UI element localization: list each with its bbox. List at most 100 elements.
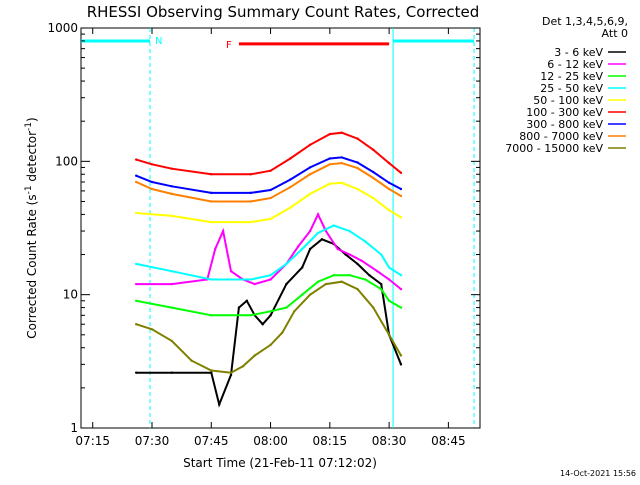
data-point-300-800-kev-3	[210, 191, 213, 195]
data-point-300-800-kev-9	[340, 156, 343, 159]
data-point-100-300-kev-10	[356, 137, 359, 140]
x-tick-label-08-00: 08:00	[253, 434, 288, 448]
data-point-50-100-kev-11	[387, 209, 391, 212]
x-tick-label-07-15: 07:15	[75, 434, 110, 448]
data-point-25-50-kev-5	[285, 262, 288, 266]
series-line-300-800-kev	[135, 156, 402, 194]
data-point-25-50-kev-4	[269, 273, 272, 277]
data-point-800-7000-kev-8	[328, 163, 332, 166]
data-point-800-7000-kev-1	[150, 187, 154, 191]
series-line-50-100-kev	[136, 181, 402, 224]
data-point-3-6-kev-16	[356, 262, 359, 266]
data-point-7000-15000-kev-8	[269, 343, 272, 347]
data-point-25-50-kev-1	[170, 269, 173, 273]
y-tick-label-1000: 1000	[47, 21, 78, 35]
data-point-100-300-kev-9	[340, 131, 343, 134]
data-point-300-800-kev-12	[387, 181, 391, 185]
data-point-25-50-kev-6	[300, 247, 304, 251]
data-point-800-7000-kev-0	[134, 180, 138, 184]
series-line-3-6-kev	[136, 238, 402, 408]
data-point-300-800-kev-2	[170, 185, 173, 188]
data-point-3-6-kev-2	[210, 371, 213, 374]
data-point-12-25-kev-0	[134, 299, 138, 302]
legend-label-300-800-kev: 300 - 800 keV	[526, 118, 603, 131]
data-point-100-300-kev-13	[399, 171, 403, 175]
data-point-800-7000-kev-3	[210, 200, 213, 203]
data-point-25-50-kev-13	[399, 273, 403, 277]
data-point-12-25-kev-11	[380, 287, 383, 291]
data-point-50-100-kev-8	[340, 181, 343, 185]
data-point-6-12-kev-1	[170, 282, 173, 286]
data-point-800-7000-kev-4	[249, 200, 252, 203]
data-point-6-12-kev-5	[229, 269, 233, 273]
data-point-7000-15000-kev-17	[399, 354, 403, 357]
y-tick-label-100: 100	[55, 154, 78, 168]
data-point-25-50-kev-2	[210, 278, 213, 281]
data-point-12-25-kev-3	[249, 314, 252, 317]
data-point-100-300-kev-8	[328, 132, 332, 136]
series-line-6-12-kev	[136, 212, 402, 290]
data-point-12-25-kev-13	[399, 306, 403, 309]
y-tick-label-1: 1	[70, 421, 78, 435]
series-line-100-300-kev	[135, 131, 402, 176]
data-point-300-800-kev-1	[150, 180, 154, 184]
data-point-12-25-kev-9	[348, 273, 351, 277]
data-point-7000-15000-kev-14	[356, 287, 359, 291]
data-point-300-800-kev-0	[134, 174, 138, 177]
data-point-25-50-kev-9	[348, 229, 351, 233]
data-point-800-7000-kev-11	[372, 176, 375, 180]
flare-label: F	[226, 40, 232, 51]
data-point-3-6-kev-6	[245, 299, 249, 302]
data-point-800-7000-kev-10	[356, 166, 359, 170]
y-tick-label-10: 10	[63, 288, 78, 302]
data-point-12-25-kev-6	[300, 293, 304, 296]
data-point-6-12-kev-18	[387, 278, 391, 281]
data-point-300-800-kev-4	[249, 191, 252, 195]
data-point-12-25-kev-12	[387, 299, 391, 302]
x-axis-label: Start Time (21-Feb-11 07:12:02)	[183, 456, 377, 470]
data-point-3-6-kev-5	[237, 306, 241, 309]
data-point-3-6-kev-0	[134, 371, 138, 374]
y-axis-label-sup-2: -1	[24, 122, 34, 131]
data-point-50-100-kev-6	[308, 192, 312, 196]
data-point-7000-15000-kev-6	[241, 365, 245, 368]
data-point-50-100-kev-0	[134, 211, 138, 215]
data-point-300-800-kev-10	[356, 161, 359, 164]
data-point-3-6-kev-8	[261, 323, 264, 326]
data-point-12-25-kev-4	[269, 310, 272, 313]
legend: Det 1,3,4,5,6,9, Att 0	[542, 15, 628, 40]
data-point-3-6-kev-20	[399, 363, 403, 366]
legend-label-100-300-kev: 100 - 300 keV	[526, 106, 603, 119]
data-point-300-800-kev-7	[308, 166, 312, 169]
data-point-6-12-kev-17	[376, 269, 379, 273]
data-point-7000-15000-kev-10	[293, 310, 296, 313]
data-point-12-25-kev-5	[285, 306, 288, 309]
data-point-6-12-kev-19	[399, 287, 403, 291]
data-point-7000-15000-kev-13	[340, 280, 343, 283]
data-point-50-100-kev-7	[328, 182, 332, 185]
data-point-50-100-kev-4	[269, 217, 272, 221]
data-point-300-800-kev-13	[399, 187, 403, 191]
data-point-800-7000-kev-7	[308, 173, 312, 176]
legend-label-12-25-kev: 12 - 25 keV	[540, 70, 603, 83]
data-point-7000-15000-kev-1	[150, 328, 154, 331]
chart-title: RHESSI Observing Summary Count Rates, Co…	[87, 3, 480, 21]
data-point-6-12-kev-3	[214, 247, 217, 251]
data-point-3-6-kev-1	[170, 371, 173, 374]
data-point-12-25-kev-2	[210, 314, 213, 317]
data-point-7000-15000-kev-7	[253, 354, 256, 357]
legend-label-25-50-kev: 25 - 50 keV	[540, 82, 603, 95]
data-point-100-300-kev-3	[210, 173, 213, 176]
series-line-25-50-kev	[135, 224, 402, 281]
data-point-25-50-kev-0	[134, 262, 138, 266]
data-point-7000-15000-kev-12	[324, 282, 328, 286]
y-axis-label-sup-1: -1	[24, 185, 34, 194]
data-point-100-300-kev-1	[150, 163, 154, 166]
data-point-800-7000-kev-6	[289, 185, 292, 189]
data-point-300-800-kev-5	[269, 188, 272, 192]
data-point-6-12-kev-14	[336, 247, 339, 251]
data-point-25-50-kev-10	[364, 240, 367, 243]
x-tick-label-07-45: 07:45	[194, 434, 229, 448]
legend-label-50-100-kev: 50 - 100 keV	[533, 94, 603, 107]
